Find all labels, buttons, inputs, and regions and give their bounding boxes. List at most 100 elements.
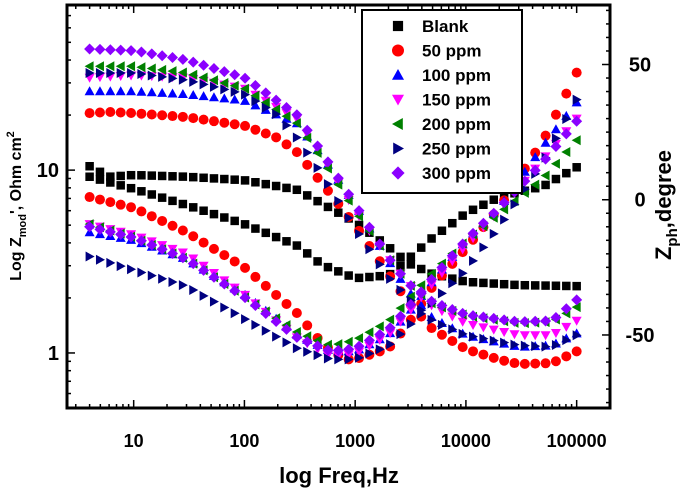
300-ppm-phase-point <box>104 226 116 238</box>
300-ppm-modulus-point <box>405 280 417 292</box>
legend-label-150-ppm: 150 ppm <box>422 91 491 110</box>
50-ppm-phase-point <box>219 250 230 261</box>
blank-phase-point <box>458 211 467 220</box>
50-ppm-modulus-point <box>94 107 105 118</box>
50-ppm-modulus-point <box>457 342 468 353</box>
y-left-tick-label: 1 <box>48 343 59 365</box>
50-ppm-phase-point <box>229 256 240 267</box>
legend-label-300-ppm: 300 ppm <box>422 164 491 183</box>
250-ppm-phase-point <box>158 273 168 284</box>
100-ppm-phase-point <box>550 124 561 134</box>
250-ppm-phase-point <box>199 290 209 301</box>
50-ppm-phase-point <box>115 199 126 210</box>
300-ppm-phase-point <box>571 115 583 127</box>
200-ppm-phase-point <box>499 204 509 215</box>
300-ppm-modulus-point <box>374 238 386 250</box>
legend-box <box>361 9 523 194</box>
blank-modulus-point <box>530 281 540 290</box>
300-ppm-phase-point <box>560 128 572 140</box>
150-ppm-modulus-point <box>561 322 572 332</box>
50-ppm-modulus-point <box>240 120 251 131</box>
250-ppm-modulus-point <box>220 84 230 95</box>
blank-phase-point <box>479 200 488 210</box>
50-ppm-modulus-point <box>271 132 282 143</box>
blank-modulus-point <box>458 276 467 286</box>
250-ppm-modulus-point <box>251 96 261 107</box>
50-ppm-modulus-point <box>499 355 510 366</box>
blank-modulus-point <box>302 191 312 200</box>
150-ppm-phase-point <box>405 305 416 315</box>
250-ppm-modulus-point <box>85 67 95 78</box>
300-ppm-modulus-point <box>301 124 313 136</box>
250-ppm-phase-point <box>272 331 282 342</box>
150-ppm-modulus-point <box>468 321 479 331</box>
300-ppm-modulus-point <box>177 53 189 65</box>
100-ppm-modulus-point <box>208 92 219 102</box>
250-ppm-phase-point <box>334 354 344 365</box>
200-ppm-phase-point <box>540 170 550 181</box>
250-ppm-modulus-point <box>572 330 582 341</box>
blank-phase-point <box>541 180 550 190</box>
300-ppm-modulus-point <box>343 188 355 200</box>
blank-modulus-point <box>137 171 146 180</box>
50-ppm-phase-point <box>561 88 572 99</box>
blank-phase-point <box>230 216 239 226</box>
250-ppm-modulus-point <box>147 70 157 81</box>
300-ppm-modulus-point <box>208 62 220 74</box>
100-ppm-modulus-point <box>94 86 105 96</box>
50-ppm-modulus-point <box>250 124 261 135</box>
300-ppm-modulus-point <box>498 314 510 326</box>
250-ppm-phase-point <box>189 285 199 296</box>
300-ppm-modulus-point <box>84 43 96 55</box>
data-points <box>84 43 583 369</box>
300-ppm-phase-point <box>353 340 365 352</box>
300-ppm-modulus-point <box>353 205 365 217</box>
300-ppm-modulus-point <box>125 45 137 57</box>
300-ppm-modulus-point <box>167 52 179 64</box>
50-ppm-modulus-point <box>229 119 240 130</box>
250-ppm-phase-point <box>500 214 510 225</box>
250-ppm-phase-point <box>147 270 157 281</box>
300-ppm-phase-point <box>229 285 241 297</box>
blank-modulus-point <box>147 171 157 180</box>
blank-phase-point <box>365 272 374 282</box>
blank-modulus-point <box>271 181 281 191</box>
250-ppm-phase-point <box>178 280 188 291</box>
250-ppm-phase-point <box>437 288 447 299</box>
300-ppm-modulus-point <box>146 48 158 60</box>
200-ppm-modulus-point <box>167 66 177 77</box>
150-ppm-modulus-point <box>540 331 551 341</box>
blank-modulus-point <box>168 172 177 181</box>
50-ppm-phase-point <box>550 109 561 120</box>
300-ppm-phase-point <box>446 250 458 262</box>
250-ppm-phase-point <box>551 133 561 144</box>
blank-phase-point <box>530 183 540 193</box>
300-ppm-phase-point <box>405 298 417 310</box>
150-ppm-phase-point <box>436 268 447 278</box>
y-axis-left-label: Log Zmod', Ohm cm2 <box>5 131 29 281</box>
300-ppm-modulus-point <box>291 109 303 121</box>
blank-modulus-point <box>406 260 416 269</box>
300-ppm-phase-point <box>332 344 344 356</box>
200-ppm-phase-point <box>530 179 540 190</box>
300-ppm-phase-point <box>436 262 448 274</box>
300-ppm-phase-point <box>291 331 303 343</box>
300-ppm-phase-point <box>198 264 210 276</box>
250-ppm-modulus-point <box>168 73 178 84</box>
100-ppm-phase-point <box>530 152 541 162</box>
300-ppm-modulus-point <box>477 311 489 323</box>
100-ppm-modulus-point <box>157 87 168 97</box>
100-ppm-modulus-point <box>146 87 157 97</box>
blank-modulus-point <box>385 244 395 253</box>
50-ppm-modulus-point <box>115 107 126 118</box>
300-ppm-phase-point <box>426 273 438 285</box>
150-ppm-phase-point <box>457 245 468 255</box>
100-ppm-modulus-point <box>115 86 126 96</box>
100-ppm-modulus-point <box>136 86 147 96</box>
200-ppm-modulus-point <box>291 118 301 129</box>
blank-modulus-point <box>261 179 271 189</box>
blank-phase-point <box>209 209 219 219</box>
x-axis-label: log Freq,Hz <box>279 463 399 488</box>
150-ppm-phase-point <box>354 347 365 357</box>
200-ppm-modulus-point <box>271 104 281 115</box>
